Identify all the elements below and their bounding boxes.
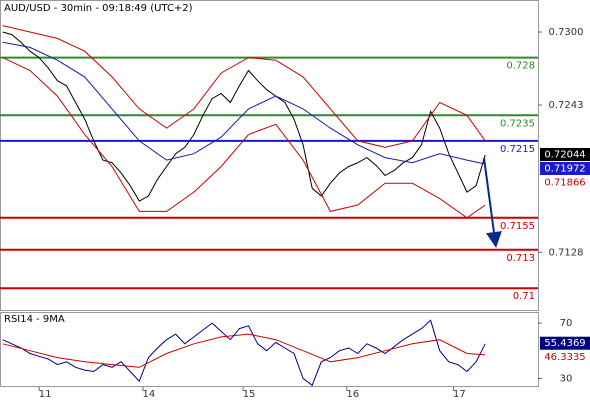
- x-tick-label: 14: [143, 389, 156, 400]
- price-label: 0.71866: [544, 177, 585, 188]
- level-label: 0.728: [506, 61, 535, 72]
- x-tick-label: 11: [39, 389, 52, 400]
- y-tick-label: 30: [560, 373, 573, 384]
- x-tick-label: 16: [346, 389, 359, 400]
- level-label: 0.713: [506, 253, 535, 264]
- y-tick-label: 0.7128: [549, 247, 584, 258]
- series-line: [2, 333, 486, 368]
- y-tick-label: 0.7300: [549, 27, 584, 38]
- price-label: 55.4369: [544, 338, 585, 349]
- forecast-arrow: [483, 157, 502, 248]
- price-box: [540, 161, 590, 175]
- x-tick-label: 17: [453, 389, 466, 400]
- series-line: [2, 31, 486, 202]
- y-tick-label: 0.7243: [549, 100, 584, 111]
- price-label: 0.71972: [544, 163, 585, 174]
- price-label: 0.72044: [544, 149, 585, 160]
- x-tick-label: 15: [243, 389, 256, 400]
- rsi-title: RSI14 - 9MA: [4, 314, 65, 325]
- series-line: [2, 319, 486, 387]
- level-label: 0.7155: [500, 221, 535, 232]
- level-label: 0.7215: [500, 144, 535, 155]
- y-tick-label: 70: [560, 318, 573, 329]
- price-box: [540, 147, 590, 161]
- price-panel: [0, 0, 539, 311]
- level-label: 0.71: [513, 291, 535, 302]
- series-line: [2, 41, 486, 165]
- rsi-panel: [0, 312, 539, 387]
- price-box: [540, 336, 590, 350]
- price-label: 46.3335: [544, 352, 585, 363]
- chart-title: AUD/USD - 30min - 09:18:49 (UTC+2): [4, 3, 193, 14]
- level-label: 0.7235: [500, 118, 535, 129]
- series-line: [2, 57, 486, 219]
- series-line: [2, 25, 486, 148]
